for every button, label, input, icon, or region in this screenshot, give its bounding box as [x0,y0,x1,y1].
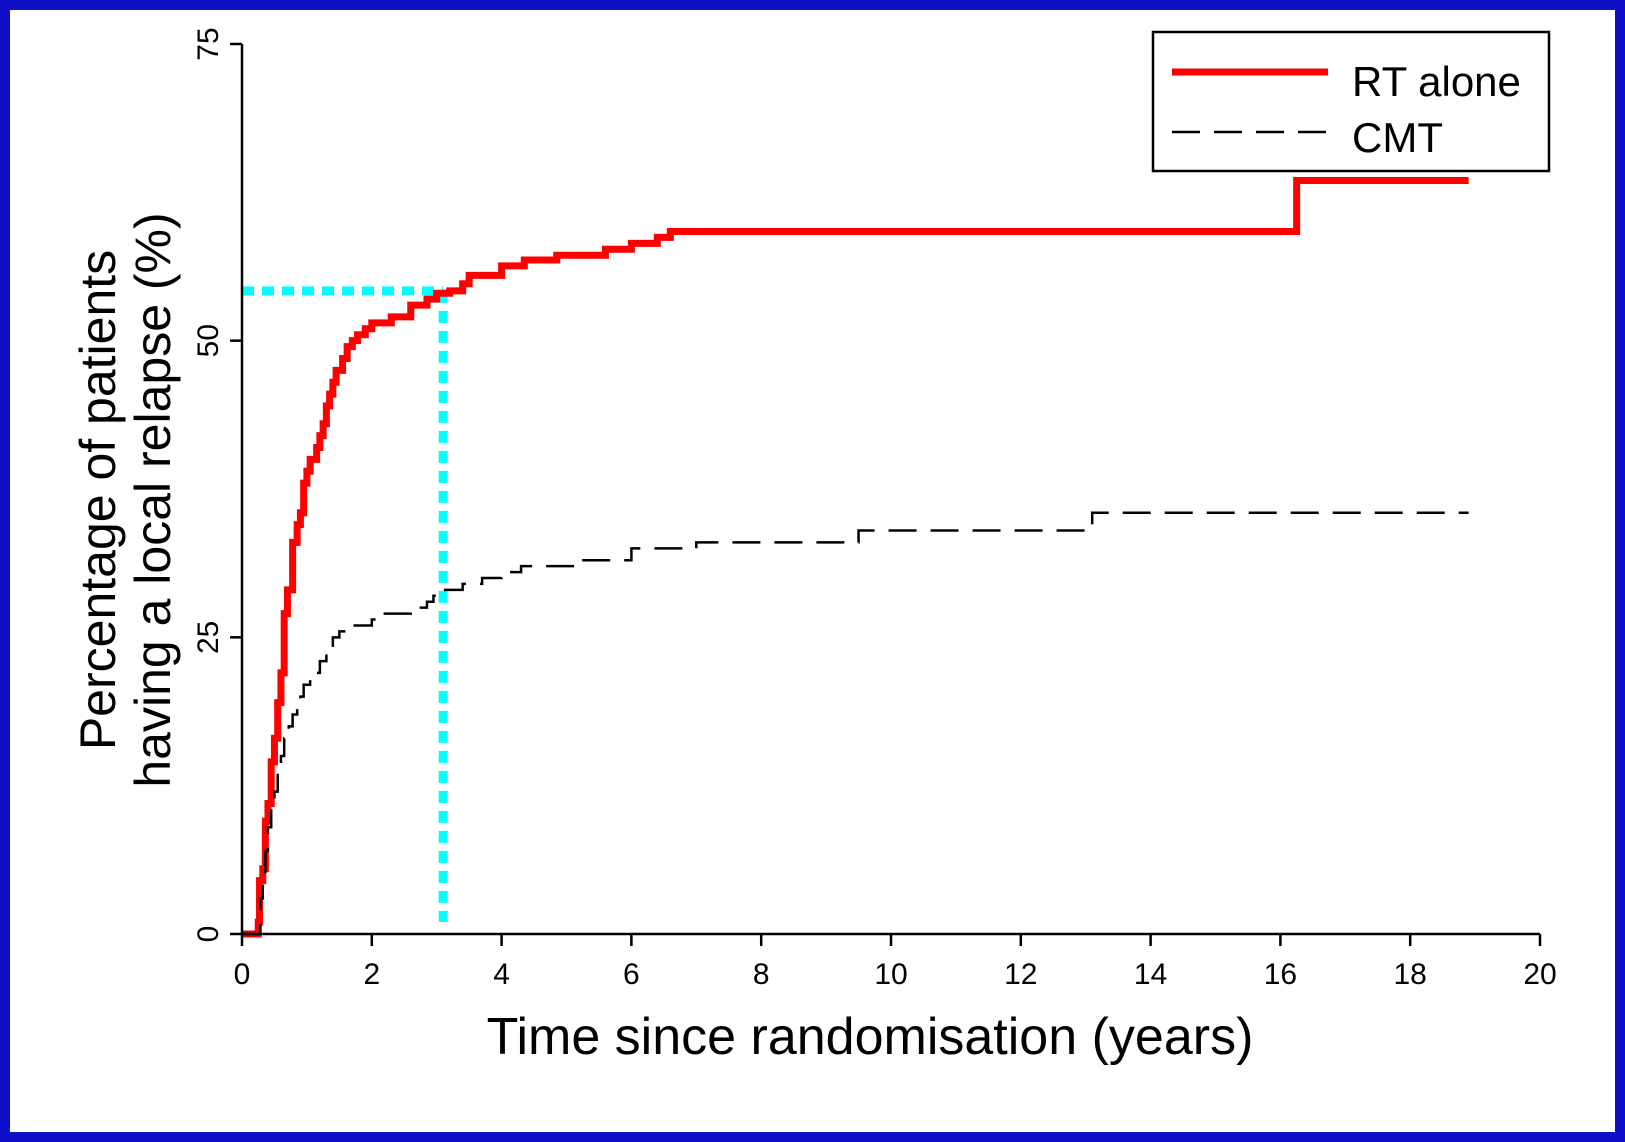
x-tick-label: 4 [493,958,510,991]
legend: RT alone CMT [1151,30,1551,173]
y-tick-label: 50 [192,324,225,357]
x-tick-label: 16 [1264,958,1297,991]
legend-label-rt-alone: RT alone [1352,58,1521,105]
series-group [242,176,1469,938]
y-ticks-group: 0 25 50 75 [192,27,242,942]
chart: 0 2 4 6 8 10 12 14 16 18 20 0 25 50 75 Time since ran… [70,27,1557,1066]
x-tick-label: 6 [623,958,640,991]
x-ticks-group: 0 2 4 6 8 10 12 14 16 18 20 [234,934,1557,991]
legend-box [1151,30,1551,173]
y-tick-label: 0 [192,926,225,943]
y-axis-title-line-2: having a local relapse (%) [125,212,181,787]
annotation-group [242,286,448,922]
x-axis-title: Time since randomisation (years) [487,1008,1254,1066]
x-tick-label: 0 [234,958,251,991]
x-tick-label: 20 [1523,958,1556,991]
x-tick-label: 8 [753,958,770,991]
series-line-cmt [242,511,1469,936]
x-tick-label: 10 [874,958,907,991]
x-tick-label: 12 [1004,958,1037,991]
x-tick-label: 2 [363,958,380,991]
x-tick-label: 14 [1134,958,1167,991]
legend-label-cmt: CMT [1352,114,1443,161]
series-line-rt-alone [242,176,1469,938]
y-tick-label: 25 [192,621,225,654]
y-tick-label: 75 [192,27,225,60]
y-axis-title-line-1: Percentage of patients [70,250,126,750]
chart-frame: 0 2 4 6 8 10 12 14 16 18 20 0 25 50 75 Time since ran… [10,10,1615,1132]
y-axis-title: Percentage of patients having a local re… [70,212,181,787]
x-tick-label: 18 [1394,958,1427,991]
